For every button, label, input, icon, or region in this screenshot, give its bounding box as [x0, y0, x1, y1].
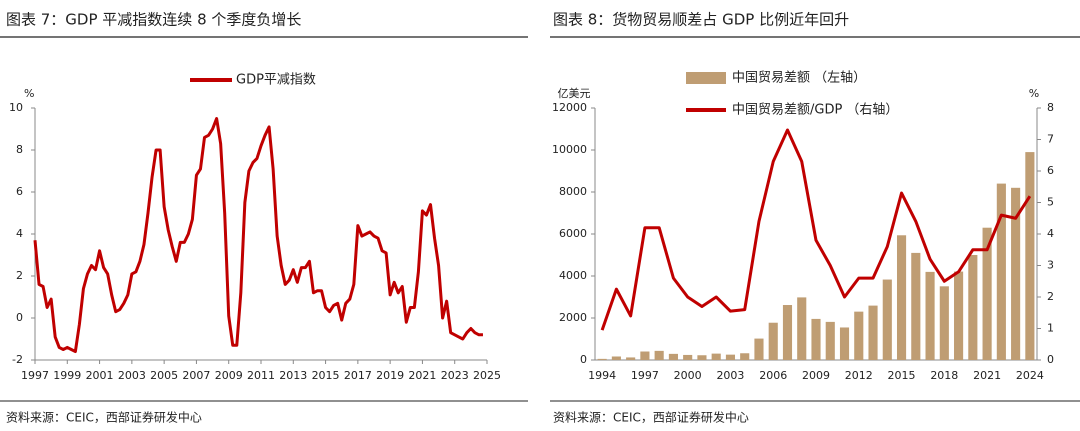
- source: 资料来源：CEIC，西部证券研发中心: [6, 410, 202, 425]
- bar: [882, 279, 892, 360]
- legend-label: GDP平减指数: [236, 73, 316, 88]
- bar: [982, 227, 992, 360]
- x-tick-label: 2015: [312, 369, 340, 382]
- bar: [697, 355, 707, 360]
- x-tick-label: 1994: [588, 369, 616, 382]
- y2-tick-label: 5: [1047, 196, 1054, 209]
- y-tick-label: 2: [16, 269, 23, 282]
- bar: [1025, 152, 1035, 360]
- y-tick-label: 6000: [559, 227, 587, 240]
- y2-tick-label: 3: [1047, 259, 1054, 272]
- source: 资料来源：CEIC，西部证券研发中心: [553, 410, 749, 425]
- x-tick-label: 2019: [376, 369, 404, 382]
- x-tick-label: 2021: [973, 369, 1001, 382]
- x-tick-label: 2021: [408, 369, 436, 382]
- y2-tick-label: 2: [1047, 290, 1054, 303]
- x-tick-label: 2005: [150, 369, 178, 382]
- line-series: [600, 128, 1032, 331]
- bar: [854, 311, 864, 360]
- y2-tick-label: 4: [1047, 227, 1054, 240]
- bar: [954, 271, 964, 360]
- chart-title: 图表 8：货物贸易顺差占 GDP 比例近年回升: [553, 11, 849, 29]
- bar: [640, 351, 650, 360]
- bar: [996, 183, 1006, 360]
- bar: [768, 322, 778, 360]
- x-tick-label: 1997: [631, 369, 659, 382]
- x-tick-label: 1997: [21, 369, 49, 382]
- bar: [911, 252, 921, 360]
- y-tick-label: 0: [16, 311, 23, 324]
- y-tick-label: 8000: [559, 185, 587, 198]
- x-tick-label: 2015: [888, 369, 916, 382]
- y-unit: %: [24, 87, 34, 100]
- bar: [740, 353, 750, 360]
- bar: [968, 255, 978, 360]
- y2-tick-label: 8: [1047, 101, 1054, 114]
- legend-label: 中国贸易差额/GDP （右轴）: [732, 103, 898, 118]
- x-tick-label: 2012: [845, 369, 873, 382]
- bar: [925, 271, 935, 360]
- bar: [811, 318, 821, 360]
- y-tick-label: 4: [16, 227, 23, 240]
- x-tick-label: 2003: [118, 369, 146, 382]
- y-tick-label: 6: [16, 185, 23, 198]
- bar: [782, 305, 793, 360]
- bar: [939, 286, 949, 360]
- y2-tick-label: 6: [1047, 164, 1054, 177]
- x-tick-label: 2000: [674, 369, 702, 382]
- y-tick-label: 8: [16, 143, 23, 156]
- x-tick-label: 2007: [182, 369, 210, 382]
- legend-label: 中国贸易差额 （左轴）: [732, 71, 866, 86]
- bar: [754, 338, 764, 360]
- bar: [711, 353, 721, 360]
- bar: [797, 297, 807, 360]
- bar: [839, 327, 850, 360]
- y2-tick-label: 0: [1047, 353, 1054, 366]
- bar: [626, 357, 636, 360]
- y-tick-label: -2: [12, 353, 23, 366]
- x-tick-label: 2006: [759, 369, 787, 382]
- y2-unit: %: [1029, 87, 1039, 100]
- y-tick-label: 10000: [552, 143, 587, 156]
- bar: [611, 356, 621, 360]
- x-tick-label: 2025: [473, 369, 501, 382]
- x-tick-label: 2003: [716, 369, 744, 382]
- bar: [668, 353, 678, 360]
- x-tick-label: 2011: [247, 369, 275, 382]
- y-tick-label: 0: [580, 353, 587, 366]
- bar: [654, 350, 664, 360]
- x-tick-label: 2023: [441, 369, 469, 382]
- y-tick-label: 4000: [559, 269, 587, 282]
- x-tick-label: 2009: [802, 369, 830, 382]
- y-tick-label: 10: [9, 101, 23, 114]
- x-tick-label: 2013: [279, 369, 307, 382]
- x-tick-label: 2024: [1016, 369, 1044, 382]
- x-tick-label: 2001: [86, 369, 114, 382]
- line-series: [33, 117, 483, 354]
- x-tick-label: 2009: [215, 369, 243, 382]
- x-tick-label: 2017: [344, 369, 372, 382]
- bar: [597, 358, 607, 360]
- y-unit: 亿美元: [558, 87, 591, 100]
- bar: [1011, 187, 1021, 360]
- x-tick-label: 2018: [930, 369, 958, 382]
- y2-tick-label: 1: [1047, 322, 1054, 335]
- bar: [825, 321, 835, 360]
- bar: [868, 305, 878, 360]
- bar: [725, 354, 736, 360]
- chart-title: 图表 7：GDP 平减指数连续 8 个季度负增长: [6, 11, 301, 29]
- bar: [683, 354, 693, 360]
- y-tick-label: 12000: [552, 101, 587, 114]
- x-tick-label: 1999: [53, 369, 81, 382]
- legend-swatch: [686, 72, 726, 84]
- y2-tick-label: 7: [1047, 133, 1054, 146]
- y-tick-label: 2000: [559, 311, 587, 324]
- bar: [896, 235, 907, 360]
